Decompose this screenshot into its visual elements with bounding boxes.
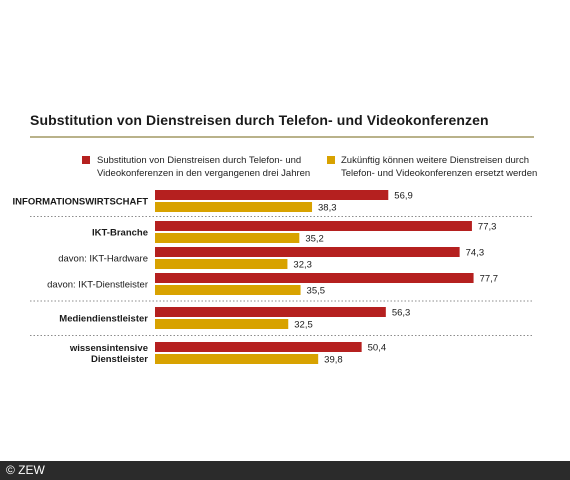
category-label: davon: IKT-Hardware <box>58 254 148 265</box>
data-label: 35,2 <box>305 234 324 245</box>
data-label: 56,9 <box>394 191 413 202</box>
bar-series-1 <box>155 190 389 200</box>
data-label: 38,3 <box>318 203 337 214</box>
data-label: 77,3 <box>478 222 497 233</box>
legend-swatch-series-1 <box>82 156 90 164</box>
legend-entry-series-2: Zukünftig können weitere Dienstreisen du… <box>341 154 556 180</box>
title-divider <box>30 136 534 138</box>
data-label: 56,3 <box>392 308 411 319</box>
bar-series-1 <box>155 273 474 283</box>
data-label: 32,5 <box>294 320 313 331</box>
bar-series-2 <box>155 259 288 269</box>
bar-series-1 <box>155 342 362 352</box>
bar-series-2 <box>155 233 300 243</box>
data-label: 50,4 <box>368 343 387 354</box>
bar-series-2 <box>155 354 319 364</box>
data-label: 74,3 <box>466 248 485 259</box>
data-label: 39,8 <box>324 355 343 366</box>
copyright-label: © ZEW <box>6 463 45 477</box>
footer-bar: © ZEW <box>0 461 570 480</box>
category-label: IKT-Branche <box>92 228 148 239</box>
bar-series-1 <box>155 247 460 257</box>
data-label: 77,7 <box>480 274 499 285</box>
legend-label-series-1-line-2: Videokonferenzen in den vergangenen drei… <box>97 168 311 179</box>
bar-series-2 <box>155 285 301 295</box>
data-label: 32,3 <box>293 260 312 271</box>
category-label: INFORMATIONSWIRTSCHAFT <box>13 197 149 208</box>
legend-swatch-series-2 <box>327 156 335 164</box>
bar-series-1 <box>155 221 472 231</box>
chart-title: Substitution von Dienstreisen durch Tele… <box>30 112 489 128</box>
category-label: davon: IKT-Dienstleister <box>47 280 148 291</box>
bar-series-2 <box>155 319 289 329</box>
legend-label-series-1-line-1: Substitution von Dienstreisen durch Tele… <box>97 155 302 166</box>
bar-series-1 <box>155 307 386 317</box>
data-label: 35,5 <box>307 286 326 297</box>
bar-chart: INFORMATIONSWIRTSCHAFT 56,9 38,3 IKT-Branch… <box>13 190 534 366</box>
legend-entry-series-1: Substitution von Dienstreisen durch Tele… <box>97 154 312 180</box>
bar-series-2 <box>155 202 313 212</box>
category-label: Dienstleister <box>91 354 148 365</box>
legend-label-series-2-line-1: Zukünftig können weitere Dienstreisen du… <box>341 155 529 166</box>
category-label: Mediendienstleister <box>59 314 148 325</box>
category-label: wissensintensive <box>69 343 148 354</box>
legend-label-series-2-line-2: Telefon- und Videokonferenzen ersetzt we… <box>341 168 538 179</box>
